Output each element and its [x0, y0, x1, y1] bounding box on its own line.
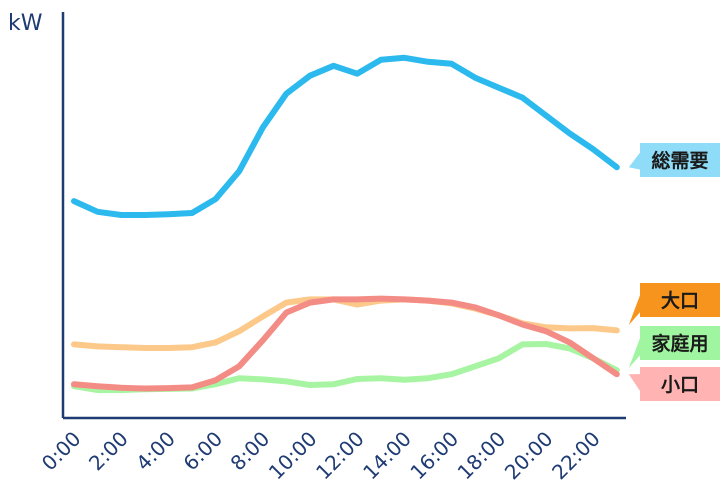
x-tick-label: 14:00 [358, 427, 416, 485]
x-tick-label: 4:00 [131, 427, 180, 476]
legend-pointer [628, 333, 642, 368]
x-tick-label: 18:00 [453, 427, 511, 485]
x-tick-label: 16:00 [405, 427, 463, 485]
legend-label: 総需要 [651, 149, 708, 172]
x-tick-label: 12:00 [311, 427, 369, 485]
y-unit-label: kW [8, 11, 43, 36]
legend-box [640, 283, 720, 317]
series-line-3 [71, 295, 620, 392]
legend-pointer [628, 150, 642, 170]
legend-label: 小口 [661, 374, 699, 396]
legend-pointer [628, 290, 642, 325]
x-tick-label: 6:00 [178, 427, 227, 476]
series-lines [71, 54, 620, 394]
x-tick-label: 22:00 [547, 427, 605, 485]
legend-box [640, 326, 720, 360]
legend-tag-2: 家庭用 [628, 326, 720, 368]
x-tick-label: 2:00 [84, 427, 133, 476]
legend-tag-3: 小口 [628, 367, 720, 401]
series-line-1 [71, 296, 620, 351]
x-tick-label: 20:00 [500, 427, 558, 485]
legend-pointer [628, 374, 642, 394]
axes [61, 12, 626, 420]
legend-tag-1: 大口 [628, 283, 720, 325]
legend-box [640, 143, 720, 177]
x-tick-label: 10:00 [264, 427, 322, 485]
x-tick-label: 0:00 [37, 427, 86, 476]
series-line-0 [71, 54, 620, 218]
legend-tag-0: 総需要 [628, 143, 720, 177]
legend-box [640, 367, 720, 401]
legend-label: 家庭用 [651, 332, 708, 355]
x-tick-labels: 0:002:004:006:008:0010:0012:0014:0016:00… [37, 427, 605, 485]
legend-label: 大口 [661, 289, 699, 312]
